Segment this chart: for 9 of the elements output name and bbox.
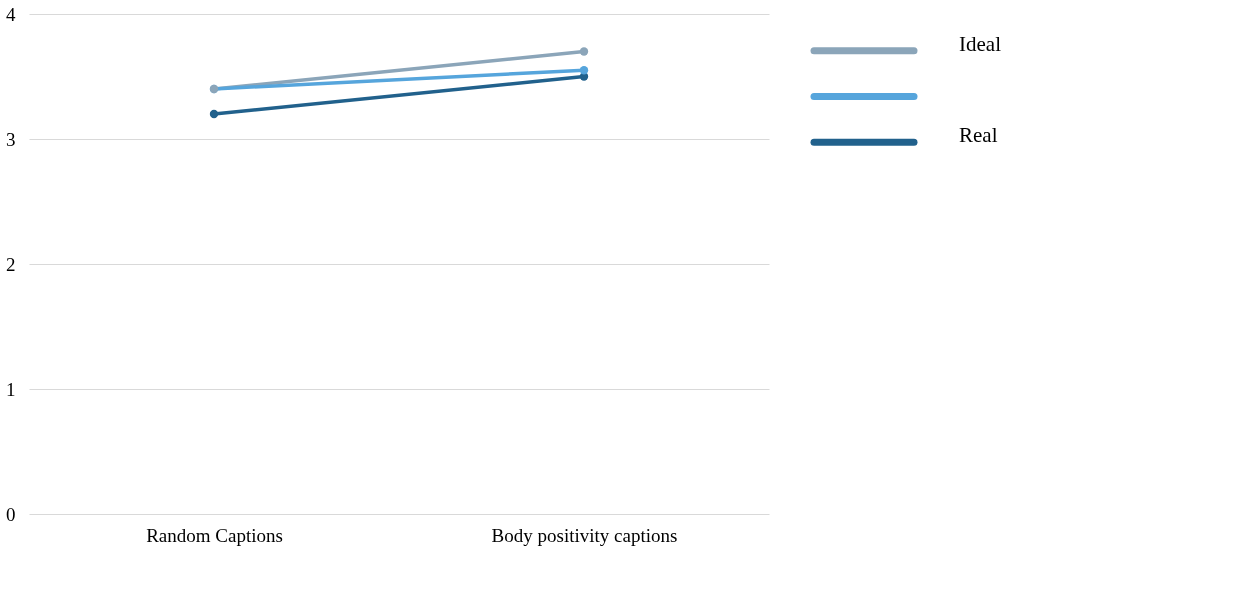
y-tick-label: 2 [6, 253, 16, 275]
y-tick-label: 3 [6, 128, 16, 150]
legend-label: Ideal [959, 31, 1002, 56]
legend-label: Real [959, 123, 998, 148]
x-tick-label: Random Captions [146, 524, 283, 546]
x-tick-label: Body positivity captions [491, 524, 678, 546]
y-tick-label: 1 [6, 378, 16, 400]
y-tick-label: 0 [6, 503, 16, 525]
y-tick-label: 4 [6, 3, 16, 25]
